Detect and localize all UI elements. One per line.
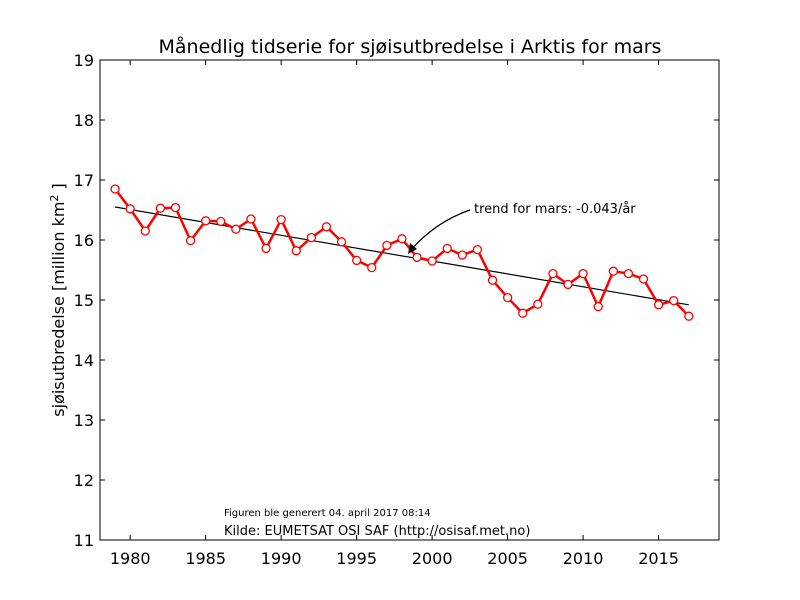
data-point — [638, 274, 649, 284]
plot-area — [99, 59, 720, 541]
y-axis: 11 12 13 14 15 16 17 18 19 — [74, 51, 719, 550]
series-layer — [110, 184, 694, 321]
data-point — [276, 214, 286, 225]
data-point — [518, 308, 528, 318]
data-point — [578, 268, 588, 279]
data-point — [442, 243, 452, 254]
y-tick-label: 18 — [74, 111, 94, 130]
data-point — [291, 246, 301, 256]
trend-layer — [114, 206, 689, 306]
y-axis-label-main: sjøisutbredelse [million km — [49, 202, 68, 417]
data-point — [548, 268, 558, 279]
y-axis-label: sjøisutbredelse [million km2 ] — [48, 183, 68, 417]
data-point — [125, 204, 135, 214]
y-tick-label: 11 — [74, 531, 94, 550]
data-point — [231, 224, 241, 234]
data-point — [593, 301, 603, 312]
data-point — [216, 216, 226, 227]
data-point — [155, 203, 166, 213]
data-point — [261, 243, 271, 254]
data-point — [306, 232, 317, 243]
y-tick-label: 16 — [74, 231, 94, 250]
x-tick-label: 2015 — [638, 549, 679, 568]
x-tick-label: 1985 — [185, 549, 226, 568]
data-point — [397, 234, 407, 244]
y-tick-label: 15 — [74, 291, 94, 310]
data-point — [533, 299, 543, 309]
data-point — [669, 295, 679, 306]
data-point — [110, 184, 120, 194]
x-tick-label: 2010 — [563, 549, 604, 568]
data-point — [201, 216, 211, 226]
data-point — [472, 244, 483, 255]
y-tick-label: 17 — [74, 171, 94, 190]
x-axis: 1980 1985 1990 1995 2000 2005 2010 2015 — [110, 60, 679, 568]
data-point — [246, 214, 256, 224]
y-tick-label: 13 — [74, 411, 94, 430]
data-point — [412, 252, 422, 263]
trend-annotation: trend for mars: -0.043/år — [474, 202, 636, 217]
source-note: Kilde: EUMETSAT OSI SAF (http://osisaf.m… — [224, 524, 530, 539]
y-tick-label: 19 — [74, 51, 94, 70]
data-point — [684, 311, 694, 321]
chart-title: Månedlig tidserie for sjøisutbredelse i … — [159, 35, 662, 58]
data-point — [382, 240, 392, 251]
data-point — [502, 292, 513, 303]
y-tick-label: 14 — [74, 351, 94, 370]
y-tick-label: 12 — [74, 471, 94, 490]
data-point — [457, 250, 467, 260]
trend-arrow-head — [408, 243, 417, 254]
data-point — [140, 226, 150, 236]
data-point — [427, 256, 437, 266]
data-point — [321, 222, 332, 232]
data-point — [563, 279, 573, 290]
x-tick-label: 1995 — [336, 549, 377, 568]
data-point — [185, 235, 196, 246]
x-tick-label: 1980 — [110, 549, 151, 568]
generated-note: Figuren ble generert 04. april 2017 08:1… — [224, 508, 431, 519]
data-point — [367, 262, 377, 273]
x-tick-label: 2000 — [412, 549, 453, 568]
data-point — [608, 266, 618, 276]
data-point — [170, 202, 181, 213]
y-axis-label-superscript: 2 — [48, 195, 61, 202]
data-point — [653, 300, 664, 310]
x-tick-label: 2005 — [487, 549, 528, 568]
data-point — [352, 255, 362, 266]
data-point — [336, 237, 347, 247]
data-point — [623, 268, 634, 279]
x-tick-label: 1990 — [261, 549, 302, 568]
data-point — [487, 275, 498, 285]
trend-line — [114, 206, 689, 306]
trend-arrow-shaft — [409, 209, 471, 252]
y-axis-label-end: ] — [49, 183, 68, 194]
